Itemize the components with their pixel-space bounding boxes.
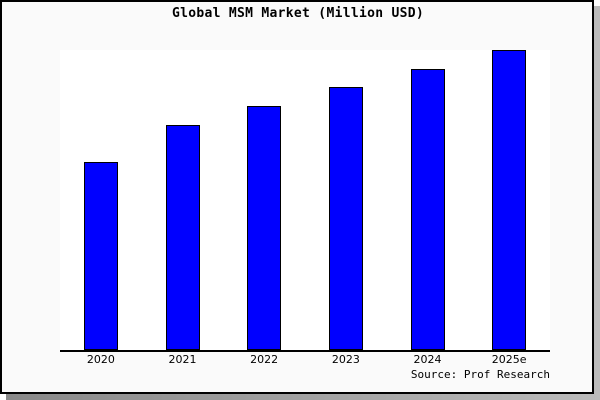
x-tick-label: 2022 [250,353,279,366]
x-tick-label: 2023 [331,353,360,366]
bar-2024 [410,69,445,350]
bar-2021 [165,125,200,350]
bar-2025e [492,50,527,350]
x-tick-label: 2024 [413,353,442,366]
x-tick-label: 2025e [491,353,527,366]
x-axis-line [60,350,550,352]
source-note: Source: Prof Research [410,368,550,381]
bar-2022 [247,106,282,350]
x-tick-label: 2020 [86,353,115,366]
bar-2023 [328,87,363,350]
x-tick-label: 2021 [168,353,197,366]
chart-title: Global MSM Market (Million USD) [172,6,424,21]
bar-2020 [83,162,118,350]
plot-area [60,50,550,350]
